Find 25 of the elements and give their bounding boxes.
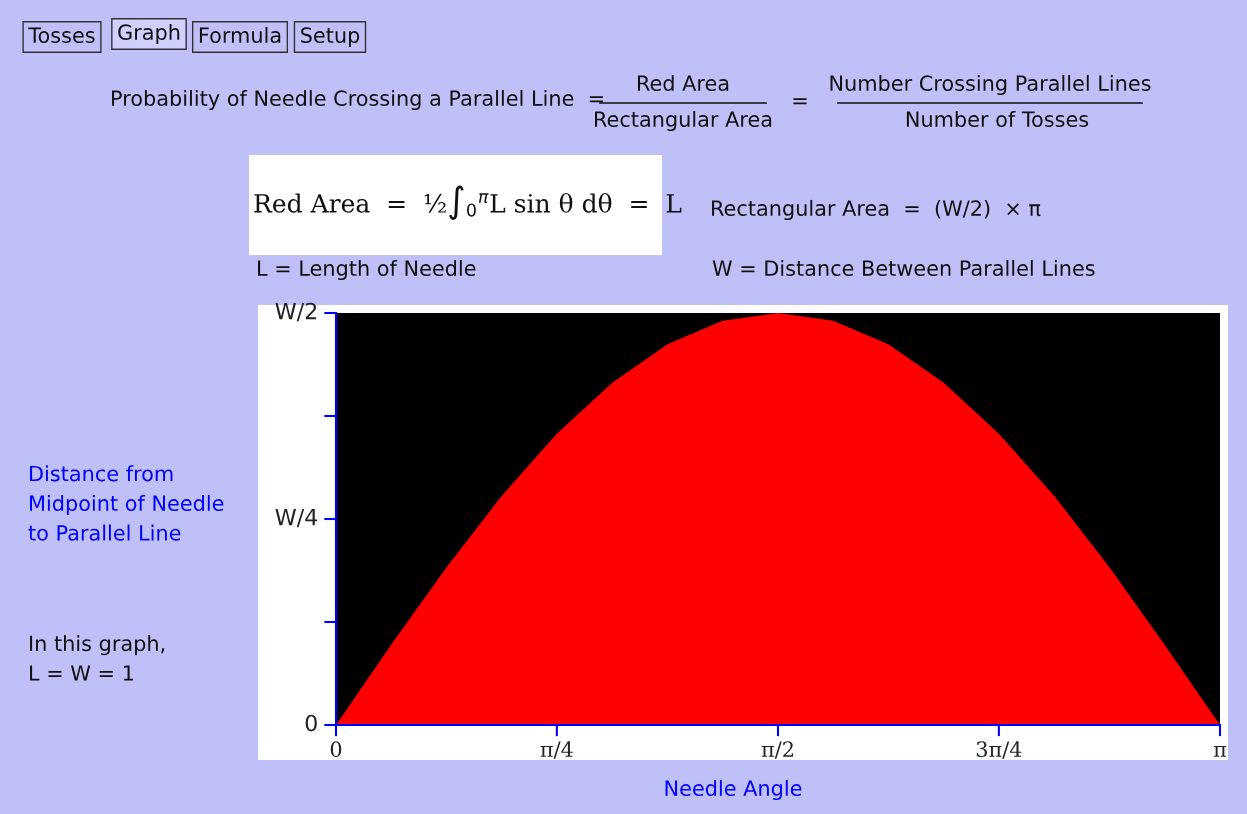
text: Number Crossing Parallel Lines bbox=[830, 74, 1151, 96]
x-tick-label: 0 bbox=[330, 741, 342, 758]
text: Distance from Midpoint of Needle to Parallel Line bbox=[28, 465, 224, 541]
text: In this graph, L = W = 1 bbox=[30, 635, 165, 681]
text: = bbox=[793, 98, 807, 105]
text: Red Area bbox=[637, 74, 729, 92]
x-axis-title: Needle Angle bbox=[665, 779, 802, 801]
text: Red Area = ½∫$_{0}$$^{π}$L sin θ dθ = L bbox=[254, 185, 682, 220]
text: Number of Tosses bbox=[906, 110, 1089, 128]
text: 0 bbox=[305, 714, 317, 732]
x-tick-label: π/4 bbox=[540, 741, 573, 759]
text: Probability of Needle Crossing a Parallel Line = bbox=[112, 89, 603, 111]
text: L = Length of Needle bbox=[258, 259, 476, 281]
text: Graph bbox=[118, 23, 180, 45]
text: W/4 bbox=[275, 508, 318, 528]
text: Setup bbox=[301, 27, 360, 48]
text: W = Distance Between Parallel Lines bbox=[712, 259, 1095, 277]
text: Rectangular Area bbox=[595, 110, 772, 132]
text: W/2 bbox=[275, 302, 317, 322]
x-tick-label: π/2 bbox=[761, 741, 793, 759]
text: Tosses bbox=[28, 27, 95, 44]
text: Rectangular Area = (W/2) × π bbox=[712, 199, 1041, 221]
x-tick-label: π bbox=[1213, 745, 1227, 757]
x-tick-label: 3π/4 bbox=[976, 741, 1022, 759]
text: Formula bbox=[199, 26, 281, 44]
